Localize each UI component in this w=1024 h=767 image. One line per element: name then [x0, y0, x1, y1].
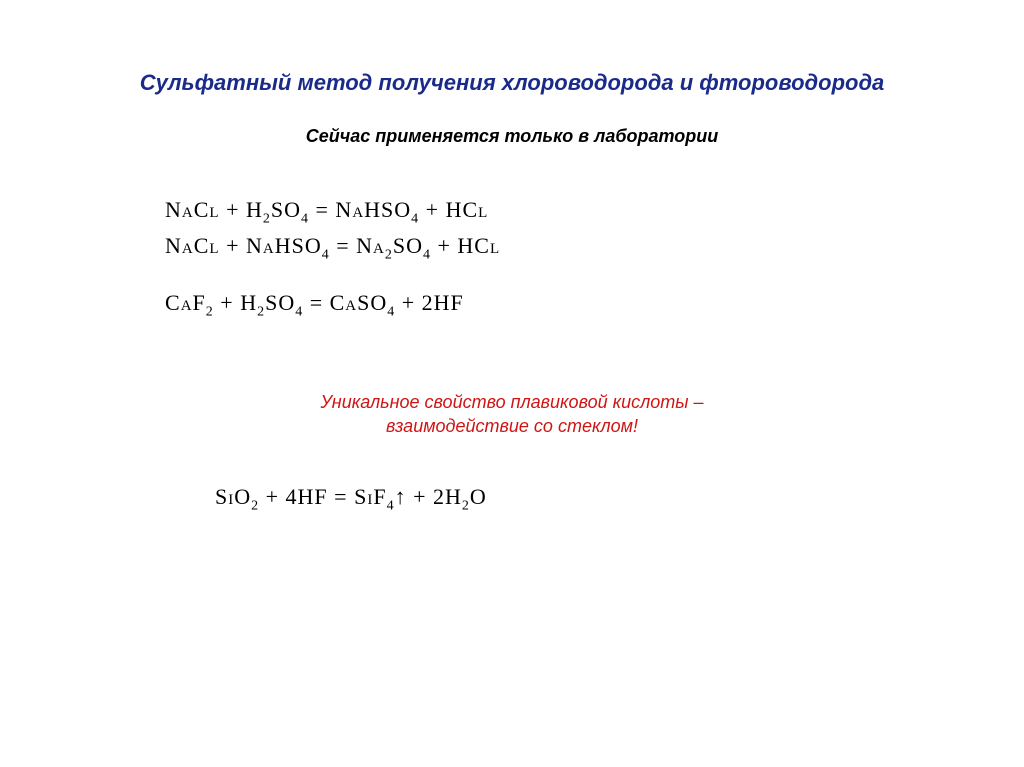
- note-line-2: взаимодействие со стеклом!: [386, 416, 638, 436]
- equation-1: NACL + H2SO4 = NAHSO4 + HCL: [165, 197, 964, 227]
- slide-page: Сульфатный метод получения хлороводорода…: [0, 0, 1024, 767]
- equations-block-1: NACL + H2SO4 = NAHSO4 + HCL NACL + NAHSO…: [165, 197, 964, 320]
- note-line-1: Уникальное свойство плавиковой кислоты –: [320, 392, 703, 412]
- page-subtitle: Сейчас применяется только в лаборатории: [60, 126, 964, 147]
- equation-2: NACL + NAHSO4 = NA2SO4 + HCL: [165, 233, 964, 263]
- equations-block-2: SIO2 + 4HF = SIF4↑ + 2H2O: [215, 484, 964, 514]
- page-title: Сульфатный метод получения хлороводорода…: [60, 70, 964, 96]
- equation-3: CAF2 + H2SO4 = CASO4 + 2HF: [165, 290, 964, 320]
- equation-4: SIO2 + 4HF = SIF4↑ + 2H2O: [215, 484, 964, 514]
- note-text: Уникальное свойство плавиковой кислоты –…: [60, 390, 964, 439]
